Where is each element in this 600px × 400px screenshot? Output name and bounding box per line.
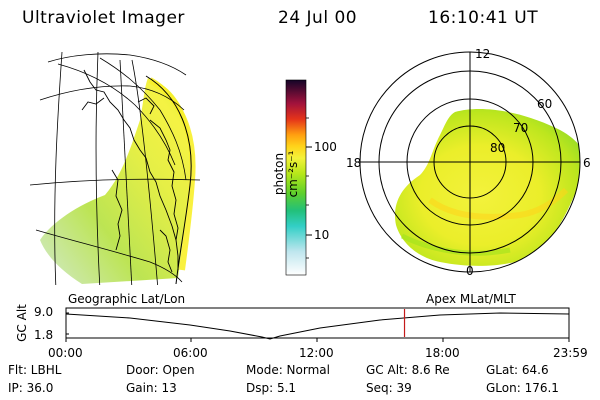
mlt-label-12: 12 — [475, 47, 491, 61]
glon-readout: GLon: 176.1 — [486, 381, 559, 395]
mlt-label-6: 6 — [583, 156, 591, 170]
mlt-label-18: 18 — [346, 156, 362, 170]
alt-tick-9: 9.0 — [34, 305, 54, 319]
mlat-label-70: 70 — [513, 121, 529, 135]
x-tick-0600: 06:00 — [173, 346, 208, 360]
altitude-curve — [65, 312, 570, 340]
seq-readout: Seq: 39 — [366, 381, 412, 395]
ip-readout: IP: 36.0 — [8, 381, 54, 395]
earth-limb — [145, 75, 192, 285]
geographic-caption: Geographic Lat/Lon — [68, 292, 186, 306]
door-readout: Door: Open — [126, 363, 195, 377]
x-tick-1800: 18:00 — [425, 346, 460, 360]
polar-emission-region — [395, 109, 580, 266]
geographic-view — [30, 51, 201, 285]
x-tick-2359: 23:59 — [553, 346, 588, 360]
mode-readout: Mode: Normal — [246, 363, 330, 377]
gc-alt-axis-label: GC Alt — [15, 304, 29, 342]
glat-readout: GLat: 64.6 — [486, 363, 549, 377]
mlat-label-80: 80 — [490, 141, 506, 155]
dsp-readout: Dsp: 5.1 — [246, 381, 297, 395]
alt-tick-1-8: 1.8 — [34, 328, 54, 342]
date-label: 24 Jul 00 — [278, 8, 358, 28]
color-bar — [285, 79, 312, 276]
geographic-emission-region — [40, 78, 191, 284]
gain-readout: Gain: 13 — [126, 381, 177, 395]
time-label: 16:10:41 UT — [428, 8, 539, 28]
gc-alt-readout: GC Alt: 8.6 Re — [366, 363, 450, 377]
mlat-label-60: 60 — [537, 97, 553, 111]
instrument-title: Ultraviolet Imager — [22, 8, 185, 28]
mlt-label-0: 0 — [466, 264, 474, 278]
apex-caption: Apex MLat/MLT — [426, 292, 516, 306]
coastline — [81, 69, 179, 273]
polar-plot — [359, 51, 581, 273]
x-tick-1200: 12:00 — [299, 346, 334, 360]
lat-lon-grid — [30, 51, 201, 285]
x-tick-0000: 00:00 — [48, 346, 83, 360]
colorbar-tick-10: 10 — [314, 228, 330, 242]
filter-readout: Flt: LBHL — [8, 363, 62, 377]
colorbar-tick-100: 100 — [314, 140, 337, 154]
altitude-plot — [65, 307, 570, 342]
colorbar-unit-label: photon cm⁻²s⁻¹ — [272, 150, 300, 198]
